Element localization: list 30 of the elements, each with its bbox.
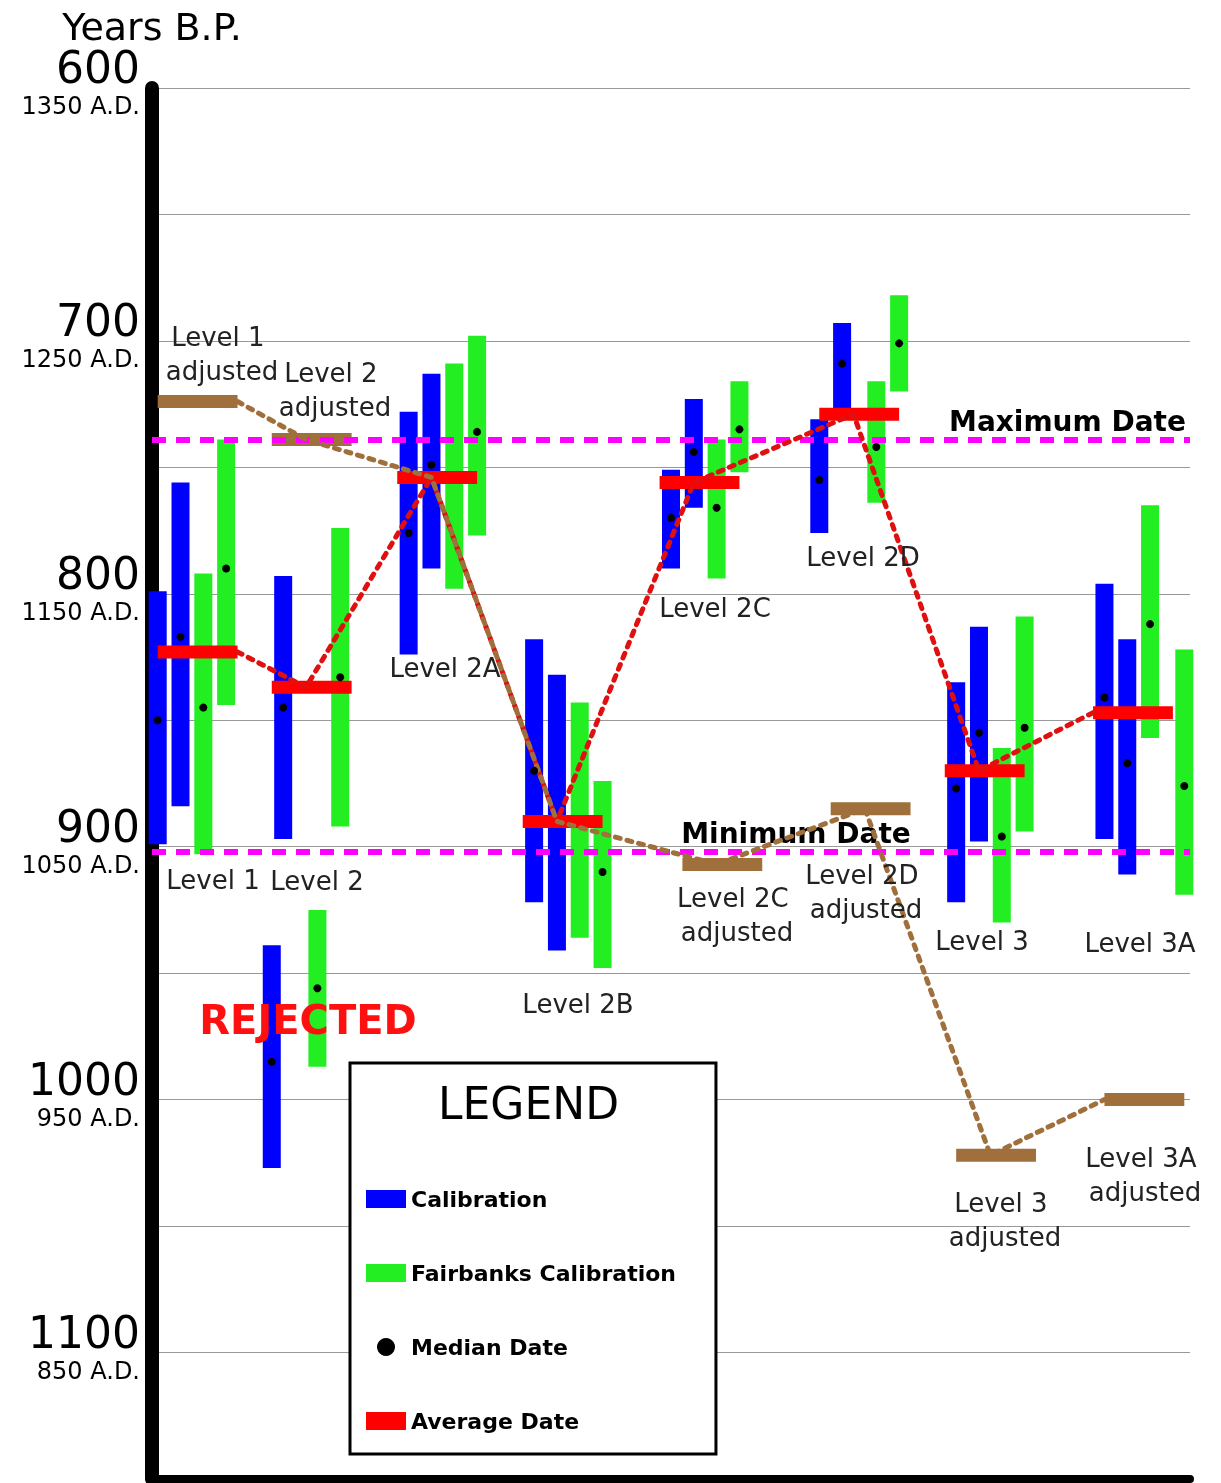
annotation: Level 2 [270, 866, 364, 896]
ref-line-label: Maximum Date [949, 404, 1186, 438]
y-tick-label: 700 [56, 295, 140, 347]
y2-tick-label: 950 A.D. [36, 1103, 140, 1132]
annotation: Level 2D adjusted [805, 860, 927, 924]
annotation: Level 2C [659, 593, 771, 623]
legend-label: Calibration [411, 1186, 548, 1212]
legend-label: Median Date [411, 1334, 568, 1360]
y-tick-label: 1100 [28, 1307, 140, 1359]
annotation: Level 3 [935, 926, 1029, 956]
annotation: Level 3 adjusted [948, 1188, 1062, 1252]
y2-tick-label: 1050 A.D. [21, 850, 140, 879]
y2-tick-label: 1150 A.D. [21, 597, 140, 626]
annotation: Level 2C adjusted [677, 883, 797, 947]
annotation: Level 2A [389, 653, 501, 683]
y2-tick-label: 850 A.D. [36, 1356, 140, 1385]
legend-label: Fairbanks Calibration [411, 1260, 676, 1286]
y-tick-label: 900 [56, 801, 140, 853]
annotation: Level 1 [166, 865, 260, 895]
y-tick-label: 1000 [28, 1054, 140, 1106]
y-tick-label: 800 [56, 548, 140, 600]
annotation: Level 2B [522, 989, 634, 1019]
legend-title: LEGEND [438, 1077, 620, 1129]
annotation: Level 2 adjusted [278, 358, 392, 422]
y2-tick-label: 1250 A.D. [21, 344, 140, 373]
y2-tick-label: 1350 A.D. [21, 91, 140, 120]
annotation: Level 3A adjusted [1085, 1143, 1205, 1207]
legend-label: Average Date [411, 1408, 580, 1434]
annotation: Level 3A [1084, 928, 1196, 958]
annotation: Level 2D [806, 542, 920, 572]
